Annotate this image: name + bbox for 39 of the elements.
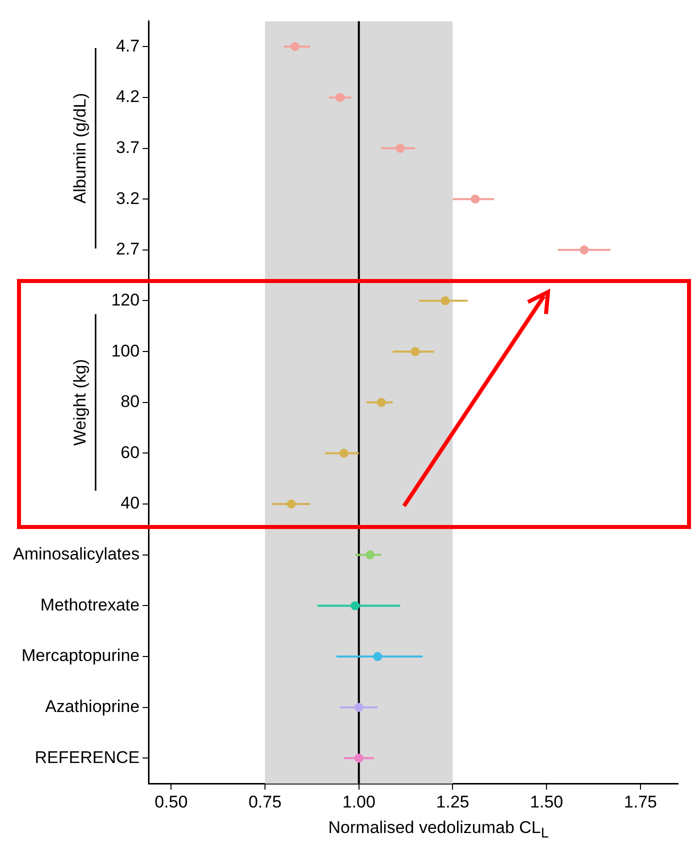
y-tick-label: Azathioprine	[45, 697, 140, 716]
y-tick-label: 3.2	[116, 188, 140, 208]
x-tick-label: 1.50	[530, 792, 564, 812]
point	[470, 194, 480, 204]
x-tick-label: 1.00	[342, 792, 376, 812]
point	[354, 754, 364, 763]
x-axis-title: Normalised vedolizumab CL$_{L}$	[327, 818, 550, 842]
point	[373, 652, 382, 662]
y-tick-label: 2.7	[116, 240, 140, 259]
point	[580, 245, 589, 254]
point	[410, 347, 420, 356]
x-tick-label: 1.25	[436, 792, 470, 812]
y-tick-label: Aminosalicylates	[12, 544, 140, 564]
point	[440, 296, 450, 306]
y-tick-label: Methotrexate	[40, 595, 140, 614]
x-tick-label: 1.75	[624, 792, 657, 812]
y-tick-label: REFERENCE	[34, 748, 140, 767]
x-tick-label: 0.50	[154, 792, 188, 812]
point	[339, 448, 348, 458]
text: Weight (kg)	[70, 359, 90, 446]
y-tick-label: 80	[120, 392, 140, 412]
x-tick-label: 0.75	[248, 792, 282, 812]
y-tick-label: 100	[111, 341, 140, 360]
y-tick-label: 40	[120, 494, 140, 513]
point	[336, 92, 345, 102]
y-tick-label: 4.7	[116, 36, 140, 56]
text: Albumin (g/dL)	[70, 92, 90, 204]
y-tick-label: Mercaptopurine	[21, 646, 140, 666]
y-tick-label: 60	[120, 442, 140, 462]
point	[366, 550, 375, 560]
y-tick-label: 4.2	[116, 87, 140, 106]
point	[286, 500, 296, 509]
point	[376, 398, 386, 407]
point	[290, 42, 300, 52]
point	[354, 702, 364, 712]
point	[396, 144, 405, 153]
y-tick-label: 3.7	[116, 138, 140, 157]
y-tick-label: 120	[111, 290, 140, 310]
point	[350, 601, 360, 610]
